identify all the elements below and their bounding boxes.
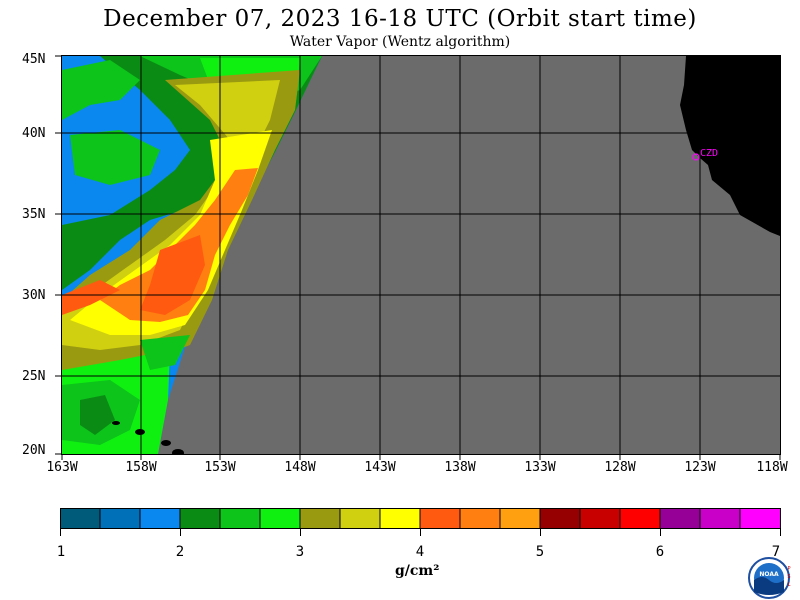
colorbar-swatch [500,508,541,528]
colorbar-tick-label: 2 [175,544,185,560]
lat-label-30: 30N [22,288,46,303]
colorbar-swatch [220,508,261,528]
colorbar-tick-label: 7 [771,544,781,560]
colorbar-swatch [540,508,581,528]
colorbar-swatch [340,508,381,528]
land-mass [680,56,780,236]
colorbar-swatch [660,508,701,528]
colorbar-swatch [700,508,741,528]
colorbar-swatch [100,508,141,528]
colorbar-swatch [740,508,781,528]
lat-label-45: 45N [22,52,46,67]
map-frame [61,55,781,455]
noaa-logo-text: NOAA [759,571,779,578]
colorbar-tick-label: 3 [295,544,305,560]
station-marker-icon [692,153,700,161]
lat-label-25: 25N [22,369,46,384]
colorbar [60,508,781,536]
colorbar-tick-label: 5 [535,544,545,560]
colorbar-swatch [380,508,421,528]
colorbar-unit: g/cm² [395,563,440,579]
svg-text:P: P [787,566,790,572]
colorbar-swatch [180,508,221,528]
colorbar-swatch [300,508,341,528]
map-subtitle: Water Vapor (Wentz algorithm) [289,34,511,50]
colorbar-swatch [460,508,501,528]
noaa-logo-icon: NOAA P S L [748,557,791,599]
colorbar-swatch [580,508,621,528]
svg-text:S: S [787,574,790,580]
station-label: CZD [700,148,718,159]
colorbar-swatch [60,508,101,528]
lon-label-143w: 143W [364,460,396,475]
colorbar-swatch [420,508,461,528]
lon-label-148w: 148W [284,460,316,475]
water-vapor-field [62,56,780,454]
colorbar-swatch [620,508,661,528]
lat-label-40: 40N [22,126,46,141]
colorbar-swatch [260,508,301,528]
colorbar-tick-label: 4 [415,544,425,560]
lon-label-128w: 128W [604,460,636,475]
lon-label-123w: 123W [684,460,716,475]
lon-label-138w: 138W [444,460,476,475]
svg-text:L: L [788,582,791,588]
colorbar-tick-label: 6 [655,544,665,560]
lon-label-118w: 118W [756,460,788,475]
colorbar-swatch [140,508,181,528]
lat-label-35: 35N [22,207,46,222]
lon-label-133w: 133W [524,460,556,475]
colorbar-tick-label: 1 [56,544,66,560]
lon-label-153w: 153W [204,460,236,475]
graticule [62,56,780,454]
lon-label-158w: 158W [125,460,157,475]
lat-label-20: 20N [22,443,46,458]
lon-label-163w: 163W [46,460,78,475]
map-title: December 07, 2023 16-18 UTC (Orbit start… [103,6,697,32]
